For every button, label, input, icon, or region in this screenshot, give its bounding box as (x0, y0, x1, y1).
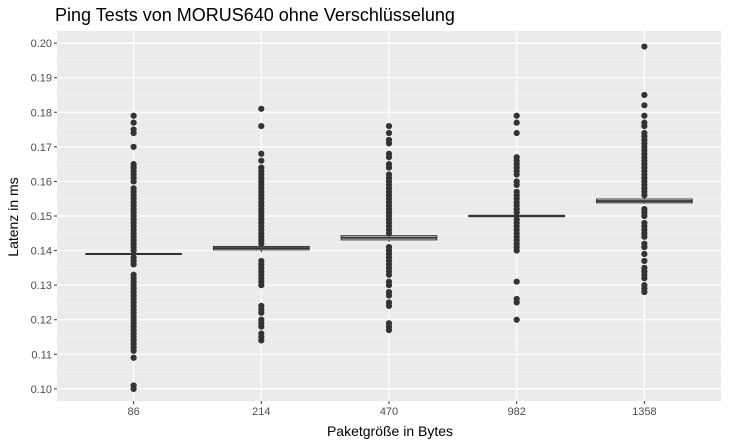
outlier-point (641, 43, 648, 50)
outlier-point (385, 282, 393, 289)
outlier-point (641, 288, 648, 296)
outlier-point (513, 129, 520, 137)
outlier-point (258, 323, 265, 330)
outlier-point (641, 102, 648, 109)
chart-title: Ping Tests von MORUS640 ohne Verschlüsse… (55, 5, 455, 25)
outlier-point (513, 119, 520, 126)
outlier-point (130, 354, 137, 361)
outlier-point (641, 122, 648, 130)
outlier-point (130, 385, 137, 392)
y-axis: 0.10 0.11 0.12 0.13 0.14 0.15 0.16 0.17 0.18 0.19… (31, 38, 57, 396)
outlier-point (130, 178, 137, 185)
box-group (468, 112, 566, 323)
outlier-point (513, 299, 520, 306)
y-tick-label: 0.16 (31, 176, 52, 188)
outlier-point (513, 181, 520, 188)
outlier-point (641, 91, 648, 99)
outlier-point (513, 112, 520, 119)
outlier-point (641, 250, 648, 258)
outlier-point (641, 192, 648, 199)
y-axis-label: Latenz in ms (5, 177, 21, 256)
x-tick-label: 86 (127, 406, 139, 418)
outlier-point (258, 240, 265, 247)
outlier-point (130, 129, 137, 137)
y-tick-label: 0.17 (31, 142, 52, 154)
x-axis: 86 214 470 982 1358 (127, 401, 657, 418)
outlier-point (641, 233, 648, 240)
outlier-point (130, 261, 137, 268)
box-group (340, 122, 438, 334)
outlier-point (385, 230, 393, 237)
outlier-point (513, 316, 520, 323)
y-tick-label: 0.11 (31, 349, 52, 361)
outlier-point (130, 119, 137, 126)
outlier-point (130, 143, 137, 150)
outlier-point (641, 257, 648, 265)
x-tick-label: 470 (380, 406, 398, 418)
outlier-point (513, 278, 520, 285)
y-tick-label: 0.13 (31, 280, 52, 292)
x-axis-label: Paketgröße in Bytes (327, 423, 453, 439)
boxes-layer (85, 43, 693, 392)
outlier-point (258, 337, 265, 344)
outlier-point (258, 105, 265, 112)
outlier-point (513, 209, 520, 216)
outlier-point (385, 154, 393, 161)
box-group (596, 43, 693, 296)
outlier-point (641, 112, 648, 119)
box-group (212, 105, 310, 344)
outlier-point (130, 247, 137, 254)
outlier-point (258, 157, 265, 164)
y-tick-label: 0.15 (31, 211, 52, 223)
outlier-point (258, 122, 265, 130)
outlier-point (258, 150, 265, 157)
y-tick-label: 0.20 (31, 38, 52, 50)
outlier-point (130, 112, 137, 119)
outlier-point (130, 347, 137, 354)
outlier-point (385, 302, 393, 310)
outlier-point (513, 247, 520, 254)
outlier-point (385, 271, 393, 278)
x-tick-label: 982 (508, 406, 526, 418)
outlier-point (385, 122, 393, 130)
outlier-point (258, 309, 265, 316)
outlier-point (641, 212, 648, 220)
outlier-point (641, 244, 648, 251)
outlier-point (385, 129, 393, 137)
outlier-point (385, 292, 393, 299)
y-tick-label: 0.14 (31, 246, 52, 258)
y-tick-label: 0.10 (31, 384, 52, 396)
box-group (85, 112, 182, 392)
outlier-point (513, 171, 520, 178)
outlier-point (385, 164, 393, 171)
y-tick-label: 0.19 (31, 73, 52, 85)
outlier-point (641, 275, 648, 282)
x-tick-label: 214 (252, 406, 270, 418)
outlier-point (385, 140, 393, 147)
outlier-point (385, 327, 393, 334)
outlier-point (258, 282, 265, 289)
x-tick-label: 1358 (632, 406, 656, 418)
y-tick-label: 0.18 (31, 107, 52, 119)
y-tick-label: 0.12 (31, 315, 52, 327)
